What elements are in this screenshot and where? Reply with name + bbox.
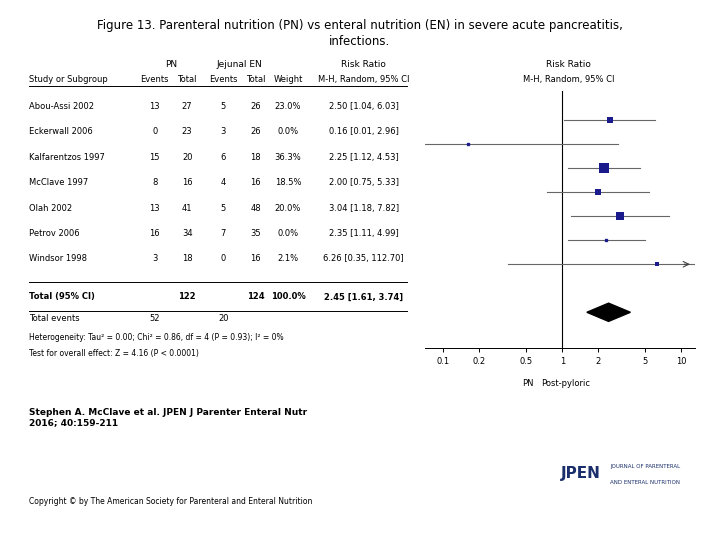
Text: 2.35 [1.11, 4.99]: 2.35 [1.11, 4.99] xyxy=(329,229,398,238)
Text: Risk Ratio: Risk Ratio xyxy=(546,59,591,69)
Text: 3.04 [1.18, 7.82]: 3.04 [1.18, 7.82] xyxy=(328,204,399,213)
Text: 41: 41 xyxy=(182,204,192,213)
Text: 23.0%: 23.0% xyxy=(275,102,301,111)
Text: AND ENTERAL NUTRITION: AND ENTERAL NUTRITION xyxy=(611,480,680,485)
Text: 27: 27 xyxy=(182,102,192,111)
Text: infections.: infections. xyxy=(329,35,391,48)
Text: 2.45 [1.61, 3.74]: 2.45 [1.61, 3.74] xyxy=(324,292,403,301)
Text: 23: 23 xyxy=(182,127,192,137)
Text: Jejunal EN: Jejunal EN xyxy=(217,59,262,69)
Text: Post-pyloric: Post-pyloric xyxy=(541,379,590,388)
Text: 2.1%: 2.1% xyxy=(277,254,299,264)
Text: Windsor 1998: Windsor 1998 xyxy=(29,254,87,264)
Text: 34: 34 xyxy=(182,229,192,238)
Text: 52: 52 xyxy=(150,314,160,323)
Text: 16: 16 xyxy=(182,178,192,187)
Text: 0: 0 xyxy=(152,127,158,137)
Text: Petrov 2006: Petrov 2006 xyxy=(29,229,79,238)
Text: 5: 5 xyxy=(220,102,226,111)
Text: 48: 48 xyxy=(251,204,261,213)
Text: Total (95% CI): Total (95% CI) xyxy=(29,292,94,301)
Text: 5: 5 xyxy=(220,204,226,213)
Text: 100.0%: 100.0% xyxy=(271,292,305,301)
Text: 15: 15 xyxy=(150,153,160,162)
Polygon shape xyxy=(587,303,631,321)
Text: Risk Ratio: Risk Ratio xyxy=(341,59,386,69)
Text: 0.16 [0.01, 2.96]: 0.16 [0.01, 2.96] xyxy=(328,127,399,137)
Text: M-H, Random, 95% CI: M-H, Random, 95% CI xyxy=(318,75,410,84)
Text: 4: 4 xyxy=(220,178,226,187)
Text: Events: Events xyxy=(140,75,169,84)
Text: 18: 18 xyxy=(182,254,192,264)
Text: 2.50 [1.04, 6.03]: 2.50 [1.04, 6.03] xyxy=(328,102,399,111)
Text: 122: 122 xyxy=(179,292,196,301)
Text: JPEN: JPEN xyxy=(561,465,600,481)
Text: Total: Total xyxy=(177,75,197,84)
Text: Test for overall effect: Z = 4.16 (P < 0.0001): Test for overall effect: Z = 4.16 (P < 0… xyxy=(29,349,199,359)
Text: Figure 13. Parenteral nutrition (PN) vs enteral nutrition (EN) in severe acute p: Figure 13. Parenteral nutrition (PN) vs … xyxy=(97,19,623,32)
Text: 18: 18 xyxy=(251,153,261,162)
Text: 3: 3 xyxy=(152,254,158,264)
Text: JOURNAL OF PARENTERAL: JOURNAL OF PARENTERAL xyxy=(611,464,680,469)
Text: 2.00 [0.75, 5.33]: 2.00 [0.75, 5.33] xyxy=(328,178,399,187)
Text: 18.5%: 18.5% xyxy=(275,178,301,187)
Text: 0.0%: 0.0% xyxy=(277,127,299,137)
Text: 20.0%: 20.0% xyxy=(275,204,301,213)
Text: 13: 13 xyxy=(150,204,160,213)
Text: Study or Subgroup: Study or Subgroup xyxy=(29,75,107,84)
Text: 13: 13 xyxy=(150,102,160,111)
Text: 124: 124 xyxy=(247,292,264,301)
Text: 35: 35 xyxy=(251,229,261,238)
Text: 20: 20 xyxy=(182,153,192,162)
Text: Heterogeneity: Tau² = 0.00; Chi² = 0.86, df = 4 (P = 0.93); I² = 0%: Heterogeneity: Tau² = 0.00; Chi² = 0.86,… xyxy=(29,333,284,342)
Text: 7: 7 xyxy=(220,229,226,238)
Text: 16: 16 xyxy=(150,229,160,238)
Text: 20: 20 xyxy=(218,314,228,323)
Text: 26: 26 xyxy=(251,127,261,137)
Text: Copyright © by The American Society for Parenteral and Enteral Nutrition: Copyright © by The American Society for … xyxy=(29,497,312,506)
Text: PN: PN xyxy=(522,379,533,388)
Text: Eckerwall 2006: Eckerwall 2006 xyxy=(29,127,93,137)
Text: 16: 16 xyxy=(251,254,261,264)
Text: 26: 26 xyxy=(251,102,261,111)
Text: 8: 8 xyxy=(152,178,158,187)
Text: 3: 3 xyxy=(220,127,226,137)
Text: 6: 6 xyxy=(220,153,226,162)
Text: M-H, Random, 95% CI: M-H, Random, 95% CI xyxy=(523,75,615,84)
Text: 6.26 [0.35, 112.70]: 6.26 [0.35, 112.70] xyxy=(323,254,404,264)
Text: Total: Total xyxy=(246,75,266,84)
Text: Abou-Assi 2002: Abou-Assi 2002 xyxy=(29,102,94,111)
Text: Total events: Total events xyxy=(29,314,79,323)
Text: 0: 0 xyxy=(220,254,226,264)
Text: Olah 2002: Olah 2002 xyxy=(29,204,72,213)
Text: Weight: Weight xyxy=(274,75,302,84)
Text: Kalfarentzos 1997: Kalfarentzos 1997 xyxy=(29,153,104,162)
Text: 0.0%: 0.0% xyxy=(277,229,299,238)
Text: 16: 16 xyxy=(251,178,261,187)
Text: 2.25 [1.12, 4.53]: 2.25 [1.12, 4.53] xyxy=(329,153,398,162)
Text: McClave 1997: McClave 1997 xyxy=(29,178,88,187)
Text: Events: Events xyxy=(209,75,238,84)
Text: Stephen A. McClave et al. JPEN J Parenter Enteral Nutr
2016; 40:159-211: Stephen A. McClave et al. JPEN J Parente… xyxy=(29,408,307,427)
Text: PN: PN xyxy=(165,59,177,69)
Text: 36.3%: 36.3% xyxy=(274,153,302,162)
